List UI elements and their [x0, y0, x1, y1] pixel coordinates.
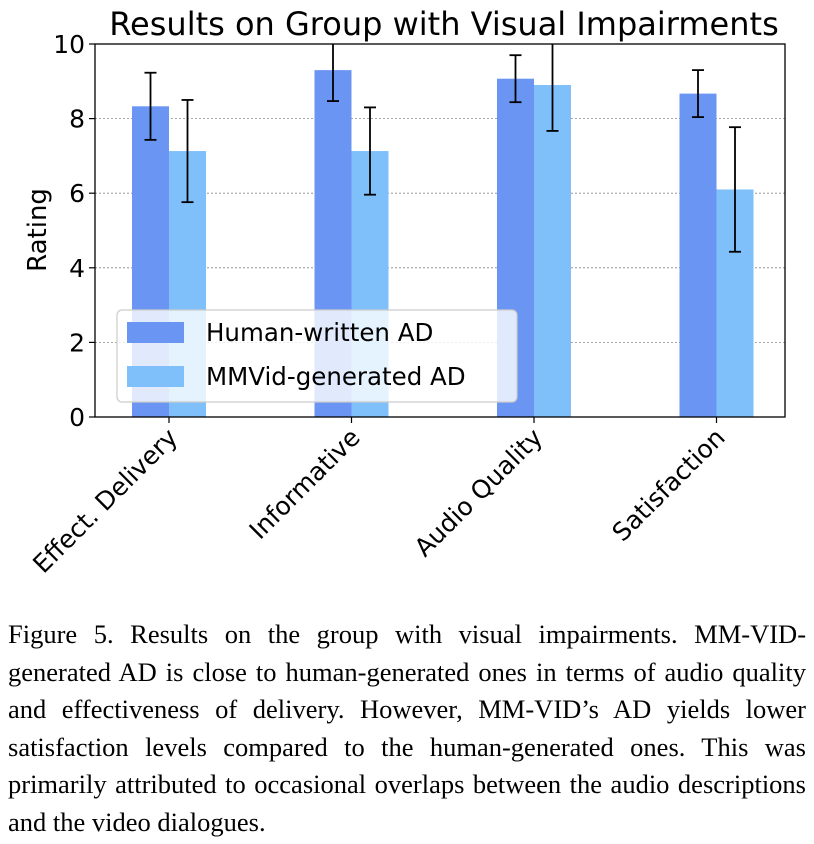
- figure-caption: Figure 5. Results on the group with visu…: [8, 616, 806, 841]
- legend-label-human: Human-written AD: [206, 318, 433, 347]
- x-tick-label: Satisfaction: [606, 423, 730, 547]
- y-tick-label: 2: [69, 328, 85, 357]
- legend-swatch-human: [127, 322, 184, 343]
- y-axis-ticks: 0 2 4 6 8 10: [53, 30, 95, 432]
- x-tick-label: Audio Quality: [409, 423, 549, 563]
- y-tick-label: 8: [69, 105, 85, 134]
- error-bars: [144, 44, 741, 253]
- chart-title: Results on Group with Visual Impairments: [109, 5, 778, 43]
- bar-chart: 0 2 4 6 8 10 Effect. Delivery Informative Audio…: [23, 5, 786, 579]
- x-tick-label: Informative: [244, 423, 366, 545]
- legend-swatch-mmvid: [127, 366, 184, 387]
- y-tick-label: 0: [69, 403, 85, 432]
- plot-frame: [94, 43, 786, 418]
- y-tick-label: 10: [53, 30, 85, 59]
- caption-text: Results on the group with visual impairm…: [8, 619, 807, 837]
- x-tick-label: Effect. Delivery: [27, 423, 183, 579]
- bar-mmvid: [534, 85, 571, 417]
- caption-label: Figure 5.: [8, 619, 114, 649]
- legend-box: [116, 309, 518, 403]
- legend-label-mmvid: MMVid-generated AD: [206, 362, 466, 391]
- legend: Human-written AD MMVid-generated AD: [116, 309, 518, 403]
- y-tick-label: 4: [69, 254, 85, 283]
- y-tick-label: 6: [69, 179, 85, 208]
- bar-human: [679, 93, 717, 417]
- x-axis-ticks: Effect. Delivery Informative Audio Quality…: [27, 417, 731, 579]
- y-axis-label: Rating: [23, 188, 53, 272]
